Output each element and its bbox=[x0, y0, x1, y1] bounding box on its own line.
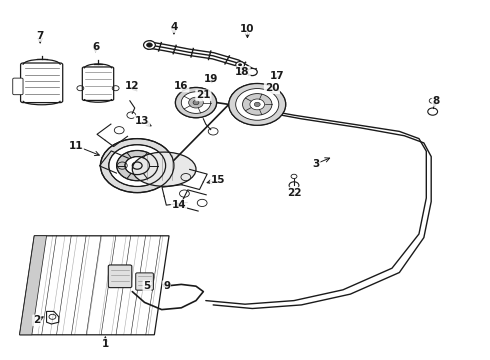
FancyBboxPatch shape bbox=[13, 78, 23, 95]
Text: 1: 1 bbox=[102, 339, 109, 349]
Text: 6: 6 bbox=[92, 42, 99, 52]
Circle shape bbox=[125, 157, 149, 175]
Text: 9: 9 bbox=[163, 281, 170, 291]
Circle shape bbox=[144, 41, 155, 49]
FancyBboxPatch shape bbox=[21, 63, 63, 103]
Circle shape bbox=[236, 62, 245, 68]
Text: 14: 14 bbox=[172, 200, 186, 210]
Circle shape bbox=[132, 162, 142, 169]
Circle shape bbox=[238, 63, 242, 66]
Text: 8: 8 bbox=[433, 96, 440, 106]
Circle shape bbox=[147, 43, 152, 47]
Circle shape bbox=[254, 102, 260, 107]
Text: 7: 7 bbox=[36, 31, 44, 41]
Circle shape bbox=[175, 87, 217, 118]
Circle shape bbox=[236, 89, 279, 120]
Text: 12: 12 bbox=[125, 81, 140, 91]
Text: 17: 17 bbox=[270, 71, 284, 81]
Circle shape bbox=[289, 182, 299, 189]
Text: 10: 10 bbox=[240, 24, 255, 34]
Circle shape bbox=[193, 100, 199, 105]
FancyBboxPatch shape bbox=[82, 67, 114, 100]
Text: 15: 15 bbox=[211, 175, 225, 185]
FancyBboxPatch shape bbox=[108, 265, 132, 288]
Text: 3: 3 bbox=[313, 159, 319, 169]
Text: 21: 21 bbox=[196, 90, 211, 100]
Circle shape bbox=[229, 84, 286, 125]
Text: 16: 16 bbox=[174, 81, 189, 91]
Circle shape bbox=[247, 68, 257, 76]
Circle shape bbox=[109, 145, 166, 186]
Circle shape bbox=[250, 99, 265, 110]
Text: 11: 11 bbox=[69, 141, 83, 151]
Circle shape bbox=[291, 174, 297, 179]
Text: 19: 19 bbox=[203, 74, 218, 84]
Polygon shape bbox=[20, 236, 47, 335]
Circle shape bbox=[429, 98, 436, 103]
Text: 22: 22 bbox=[287, 188, 301, 198]
Ellipse shape bbox=[132, 152, 196, 186]
Circle shape bbox=[100, 139, 174, 193]
Text: 18: 18 bbox=[235, 67, 250, 77]
Text: 13: 13 bbox=[135, 116, 149, 126]
Circle shape bbox=[243, 94, 272, 115]
Text: 4: 4 bbox=[170, 22, 178, 32]
Circle shape bbox=[189, 97, 203, 108]
Text: 5: 5 bbox=[144, 281, 150, 291]
Circle shape bbox=[181, 92, 211, 113]
FancyBboxPatch shape bbox=[136, 273, 153, 290]
Text: 20: 20 bbox=[265, 83, 279, 93]
Circle shape bbox=[428, 108, 438, 115]
Text: 2: 2 bbox=[33, 315, 40, 325]
Circle shape bbox=[117, 150, 158, 181]
